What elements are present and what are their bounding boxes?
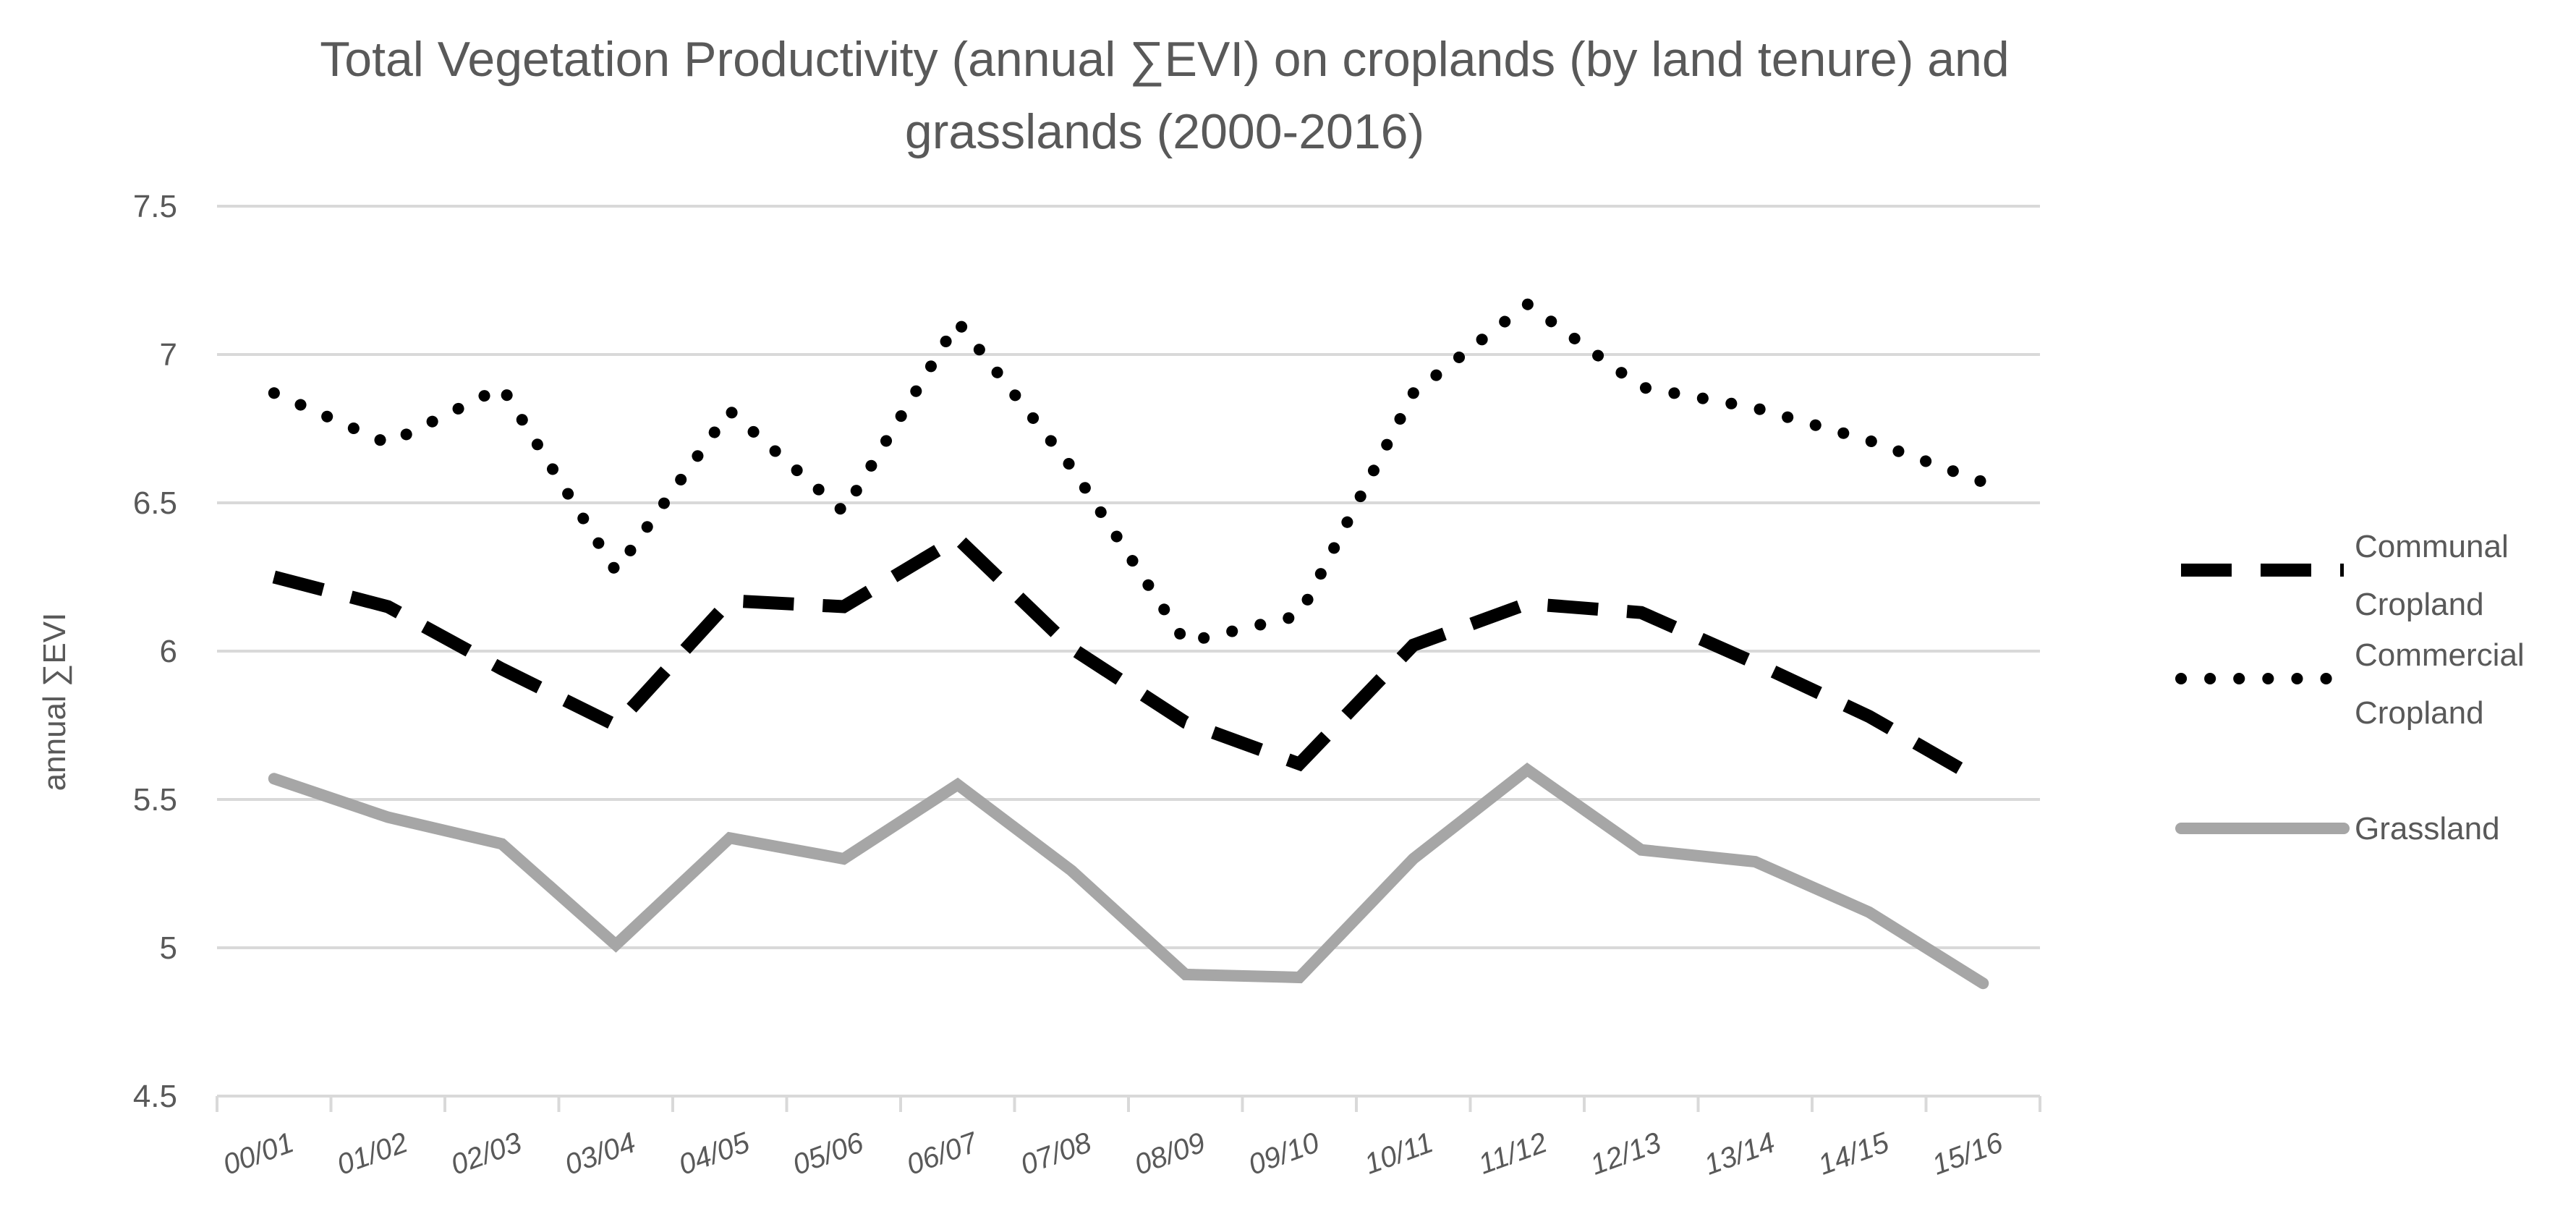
- chart-title: Total Vegetation Productivity (annual ∑E…: [320, 32, 2009, 159]
- plot-series: [268, 297, 1989, 990]
- x-tick-label: 04/05: [675, 1126, 754, 1181]
- x-tick-label: 00/01: [219, 1126, 298, 1181]
- x-tick-label: 08/09: [1131, 1126, 1210, 1181]
- y-tick-label: 4.5: [133, 1079, 177, 1114]
- y-tick-label: 6: [160, 634, 177, 669]
- x-tick-label: 10/11: [1360, 1126, 1437, 1181]
- x-tick-label: 01/02: [333, 1126, 412, 1181]
- x-tick-label: 07/08: [1016, 1126, 1096, 1181]
- y-tick-label: 7: [160, 337, 177, 373]
- x-axis-ticks: 00/01 01/02 02/03 03/04 04/05 05/06 06/07 07/08…: [219, 1126, 2007, 1181]
- chart-title-line-2: grasslands (2000-2016): [905, 104, 1424, 159]
- x-tick-label: 12/13: [1586, 1126, 1665, 1181]
- x-tick-label: 09/10: [1244, 1126, 1323, 1181]
- chart-title-line-1: Total Vegetation Productivity (annual ∑E…: [320, 32, 2009, 87]
- legend-label: Commercial: [2355, 637, 2525, 673]
- x-tick-label: 02/03: [447, 1126, 526, 1181]
- series-line-communal-cropland: [272, 530, 1986, 788]
- legend-label: Grassland: [2355, 811, 2500, 846]
- x-tick-label: 15/16: [1928, 1126, 2007, 1181]
- legend-label: Communal: [2355, 529, 2509, 564]
- series-line-grassland: [268, 763, 1989, 990]
- x-tick-label: 03/04: [561, 1126, 639, 1181]
- y-tick-label: 7.5: [133, 189, 177, 224]
- y-axis-ticks: 4.5 5 5.5 6 6.5 7 7.5: [133, 189, 177, 1114]
- y-tick-label: 6.5: [133, 485, 177, 521]
- gridlines: [216, 205, 2041, 1112]
- x-tick-label: 06/07: [903, 1126, 983, 1181]
- legend-label: Cropland: [2355, 695, 2484, 731]
- x-tick-label: 11/12: [1474, 1126, 1551, 1181]
- legend: Communal Cropland Commercial Cropland Grassl…: [2175, 529, 2525, 846]
- legend-item-communal-cropland: Communal Cropland: [2181, 529, 2509, 622]
- x-tick-label: 13/14: [1700, 1126, 1779, 1181]
- x-tick-label: 14/15: [1814, 1126, 1894, 1181]
- y-tick-label: 5: [160, 930, 177, 966]
- series-line-commercial-cropland: [268, 297, 1989, 649]
- y-axis-title: annual ∑EVI: [37, 613, 72, 791]
- legend-item-commercial-cropland: Commercial Cropland: [2175, 637, 2525, 731]
- y-tick-label: 5.5: [133, 782, 177, 818]
- legend-label: Cropland: [2355, 587, 2484, 622]
- legend-item-grassland: Grassland: [2175, 811, 2500, 846]
- x-tick-label: 05/06: [788, 1126, 868, 1181]
